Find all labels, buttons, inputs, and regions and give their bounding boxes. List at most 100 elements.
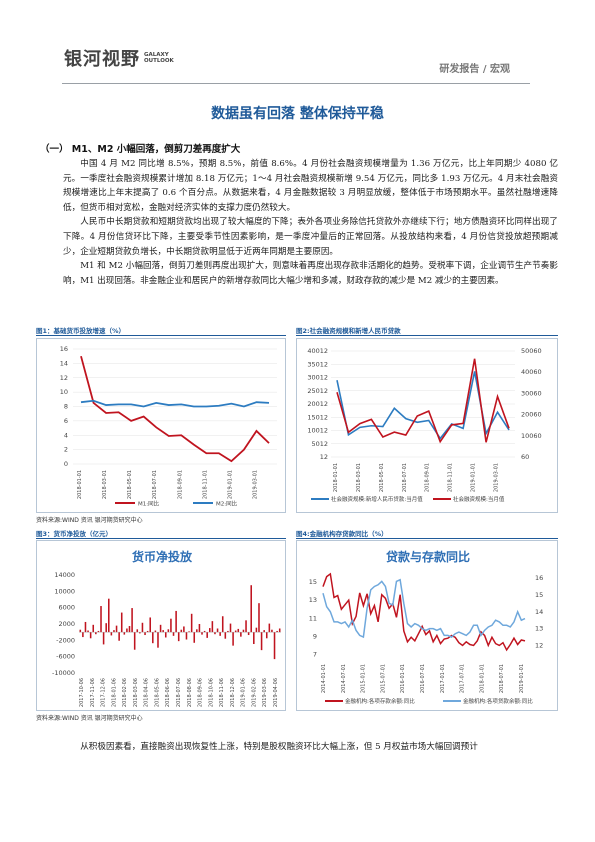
bar [180, 629, 183, 633]
legend-label: 金融机构:各项贷款余额:同比 [463, 697, 533, 705]
bar [188, 631, 190, 633]
bar [128, 626, 131, 633]
y-tick-label: 2 [64, 446, 68, 454]
bar [273, 632, 276, 660]
company-logo: 银河视野 GALAXY OUTLOOK [64, 45, 174, 71]
figure-1: 0 2 4 6 8 10 12 14 16 2018-01-01 2018-03-01 2018-05… [36, 338, 286, 513]
legend-label: 社会融资规模:新增人民币贷款:当月值 [331, 495, 423, 503]
bar [265, 632, 268, 639]
bar [170, 618, 172, 633]
right-y-tick-label: 20060 [521, 411, 542, 419]
bar [113, 630, 115, 633]
x-tick-label: 2018-05-06 [154, 678, 160, 707]
paragraph-2: 人民币中长期贷款和短期贷款均出现了较大幅度的下降；表外各项业务除信托贷款外亦继续… [63, 217, 558, 257]
bar [157, 632, 159, 648]
left-y-tick-label: 15012 [307, 413, 328, 421]
bar [183, 626, 185, 633]
y-tick-label: -6000 [56, 653, 75, 661]
bar [271, 629, 273, 633]
bar [211, 621, 214, 633]
x-tick-label: 2018-12-06 [230, 678, 236, 707]
logo-english-text: GALAXY OUTLOOK [144, 52, 174, 65]
x-tick-label: 2018-11-01 [448, 463, 454, 492]
bar [209, 628, 211, 633]
report-category: 研发报告 / 宏观 [439, 64, 510, 75]
bar [203, 630, 206, 633]
y-tick-label: 14 [60, 359, 68, 367]
series-line-2 [336, 358, 510, 444]
source-note-2: 资料来源:WIND 资讯 银河期货研究中心 [36, 715, 143, 722]
left-y-tick-label: 9 [313, 632, 317, 640]
bar [260, 632, 263, 651]
bar [278, 628, 281, 633]
body-text: 中国 4 月 M2 同比增 8.5%，预期 8.5%，前值 8.6%。4 月份社… [63, 157, 558, 288]
left-y-tick-label: 10012 [307, 427, 328, 435]
x-tick-label: 2019-01-01 [519, 664, 525, 693]
right-y-tick-label: 12 [535, 642, 543, 650]
series-line-1 [80, 355, 270, 463]
bar [105, 623, 107, 633]
bar [247, 632, 250, 636]
x-tick-label: 2014-01-01 [321, 664, 327, 693]
legend-label: 金融机构:各项存款余额:同比 [345, 697, 415, 705]
left-y-tick-label: 13 [309, 596, 317, 604]
legend-label: 社会融资规模:当月值 [453, 495, 505, 503]
bar [149, 617, 151, 633]
right-y-tick-label: 15 [535, 591, 543, 599]
bar [227, 630, 229, 633]
x-tick-label: 2018-02-06 [122, 678, 128, 707]
header-divider [62, 83, 530, 84]
bar [193, 632, 196, 643]
bar [162, 630, 164, 633]
legend-label: M2:同比 [216, 500, 238, 508]
x-tick-label: 2019-01-01 [471, 463, 477, 492]
bar [131, 608, 133, 633]
chart-title: 贷款与存款同比 [386, 549, 470, 564]
bar [152, 632, 154, 644]
y-tick-label: 10000 [54, 587, 75, 595]
y-tick-label: 0 [64, 460, 68, 468]
y-tick-label: -2000 [56, 636, 75, 644]
left-y-tick-label: 11 [309, 614, 317, 622]
logo-en-line2: OUTLOOK [144, 58, 174, 64]
x-tick-label: 2019-04-06 [273, 678, 279, 707]
bar [136, 629, 139, 633]
x-tick-label: 2015-01-01 [361, 664, 367, 693]
series-line-1 [336, 371, 510, 440]
y-tick-label: 4 [64, 431, 68, 439]
y-tick-label: 8 [64, 403, 68, 411]
chart-title: 货币净投放 [132, 549, 193, 564]
bar [263, 630, 265, 633]
bar [92, 624, 95, 633]
document-title: 数据虽有回落 整体保持平稳 [211, 106, 384, 122]
bar [201, 632, 203, 635]
y-tick-label: 14000 [54, 571, 75, 579]
x-tick-label: 2019-02-06 [251, 678, 257, 707]
x-tick-label: 2018-04-06 [144, 678, 150, 707]
source-note-1: 资料来源:WIND 资讯 银河期货研究中心 [36, 517, 143, 524]
left-y-tick-label: 15 [309, 578, 317, 586]
figure-1-caption: 图1：基础货币投放增速（%） [36, 327, 126, 335]
figure-4-chart: 贷款与存款同比 7 9 11 13 15 12 13 14 15 16 2014-01-01 2014-… [309, 549, 544, 705]
bar [141, 622, 144, 633]
bar [133, 632, 136, 650]
paragraph-4: 从积极因素看，直接融资出现恢复性上涨，特别是股权融资环比大幅上涨，但 5 月权益… [63, 740, 563, 754]
y-tick-label: -10000 [52, 669, 75, 677]
x-tick-label: 2017-11-06 [90, 678, 96, 707]
bar [172, 632, 175, 636]
x-tick-label: 2018-09-01 [177, 470, 183, 499]
bar [97, 630, 100, 633]
x-tick-label: 2018-05-01 [379, 463, 385, 492]
bar [234, 630, 237, 633]
x-tick-label: 2018-09-01 [425, 463, 431, 492]
bar [206, 632, 208, 638]
bar [79, 629, 82, 633]
figure-4-caption: 图4:金融机构存贷款同比（%） [296, 530, 388, 538]
x-tick-label: 2018-05-01 [127, 470, 133, 499]
bar [110, 632, 113, 636]
y-tick-label: 2000 [58, 620, 75, 628]
bar [115, 625, 118, 633]
bar [190, 613, 193, 633]
bar [185, 632, 188, 640]
paragraph-1: 中国 4 月 M2 同比增 8.5%，预期 8.5%，前值 8.6%。4 月份社… [63, 159, 558, 213]
